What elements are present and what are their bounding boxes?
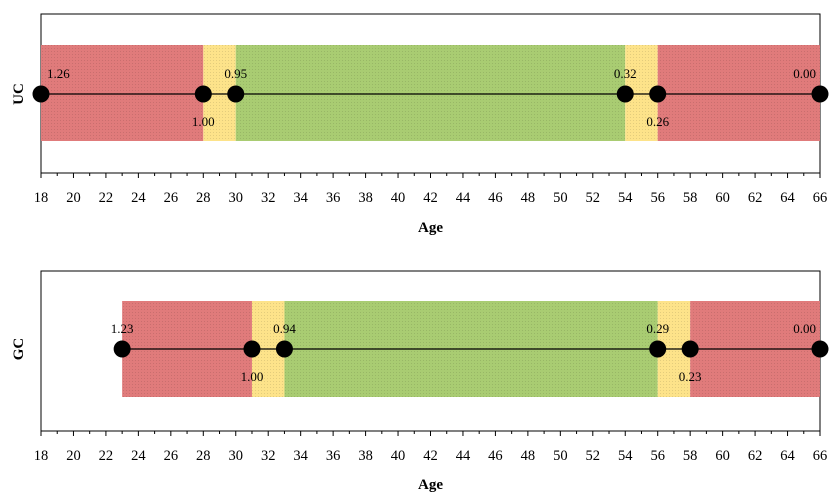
x-axis-title: Age: [418, 477, 443, 493]
point-4: [649, 85, 667, 103]
x-tick-label: 34: [293, 190, 308, 206]
value-label: 0.00: [793, 321, 816, 336]
x-tick-label: 30: [229, 448, 244, 464]
chart-panel-gc: 1.23 1.00 0.94 0.29 0.23 0.00 18 20 22 24 26 28 30 32…: [11, 270, 829, 493]
x-tick-label: 46: [488, 448, 503, 464]
x-tick-label: 28: [196, 190, 211, 206]
x-tick-label: 44: [456, 190, 471, 206]
x-tick-label: 44: [456, 448, 471, 464]
point-5: [811, 85, 829, 103]
x-tick-label: 36: [326, 448, 341, 464]
x-tick-label: 64: [780, 448, 795, 464]
x-tick-label: 38: [358, 448, 373, 464]
x-tick-label: 26: [164, 190, 179, 206]
chart-panel-uc: 1.26 1.00 0.95 0.32 0.26 0.00 18 20 22 24 26 28 30 32…: [11, 13, 829, 236]
value-label: 1.00: [241, 369, 264, 384]
band-texture-0: [41, 45, 204, 141]
value-label: 0.94: [273, 321, 296, 336]
value-label: 0.95: [224, 66, 247, 81]
x-tick-label: 26: [164, 448, 179, 464]
x-tick-label: 58: [683, 448, 698, 464]
x-tick-label: 46: [488, 190, 503, 206]
x-tick-label: 36: [326, 190, 341, 206]
point-0: [32, 85, 50, 103]
x-tick-label: 34: [293, 448, 308, 464]
x-tick-label: 40: [391, 448, 406, 464]
x-tick-label: 22: [99, 448, 114, 464]
x-tick-label: 52: [586, 448, 601, 464]
x-tick-label: 54: [618, 190, 633, 206]
x-tick-label: 40: [391, 190, 406, 206]
point-2: [275, 340, 293, 358]
x-tick-label: 18: [34, 190, 49, 206]
x-tick-label: 42: [423, 190, 438, 206]
band-texture-4: [657, 45, 820, 141]
point-1: [194, 85, 212, 103]
value-label: 0.00: [793, 66, 816, 81]
point-2: [227, 85, 245, 103]
x-tick-label: 38: [358, 190, 373, 206]
value-label: 1.26: [47, 66, 70, 81]
x-tick-label: 62: [748, 190, 763, 206]
x-tick-label: 52: [586, 190, 601, 206]
x-tick-label: 64: [780, 190, 795, 206]
value-label: 0.32: [614, 66, 637, 81]
value-label: 1.00: [192, 114, 215, 129]
x-tick-label: 32: [261, 448, 276, 464]
band-texture-2: [235, 45, 626, 141]
point-5: [811, 340, 829, 358]
x-tick-label: 56: [650, 190, 665, 206]
x-tick-label: 32: [261, 190, 276, 206]
x-tick-label: 30: [229, 190, 244, 206]
x-tick-label: 18: [34, 448, 49, 464]
point-0: [113, 340, 131, 358]
x-tick-label: 24: [131, 190, 146, 206]
row-label: UC: [11, 83, 27, 105]
value-label: 0.29: [646, 321, 669, 336]
x-axis-title: Age: [418, 220, 443, 236]
value-label: 0.26: [646, 114, 669, 129]
row-label: GC: [11, 338, 27, 361]
x-tick-label: 66: [813, 448, 828, 464]
x-tick-label: 60: [715, 190, 730, 206]
point-1: [243, 340, 261, 358]
x-tick-label: 66: [813, 190, 828, 206]
x-tick-label: 48: [521, 190, 536, 206]
x-tick-label: 24: [131, 448, 146, 464]
x-tick-label: 48: [521, 448, 536, 464]
x-tick-label: 20: [66, 448, 81, 464]
x-tick-label: 28: [196, 448, 211, 464]
x-tick-label: 58: [683, 190, 698, 206]
x-tick-label: 60: [715, 448, 730, 464]
point-3: [649, 340, 667, 358]
x-tick-label: 62: [748, 448, 763, 464]
value-label: 1.23: [111, 321, 134, 336]
x-tick-label: 54: [618, 448, 633, 464]
x-tick-label: 50: [553, 448, 568, 464]
point-3: [616, 85, 634, 103]
x-tick-label: 50: [553, 190, 568, 206]
x-tick-label: 56: [650, 448, 665, 464]
value-label: 0.23: [679, 369, 702, 384]
x-tick-label: 22: [99, 190, 114, 206]
point-4: [681, 340, 699, 358]
x-tick-label: 20: [66, 190, 81, 206]
x-tick-label: 42: [423, 448, 438, 464]
